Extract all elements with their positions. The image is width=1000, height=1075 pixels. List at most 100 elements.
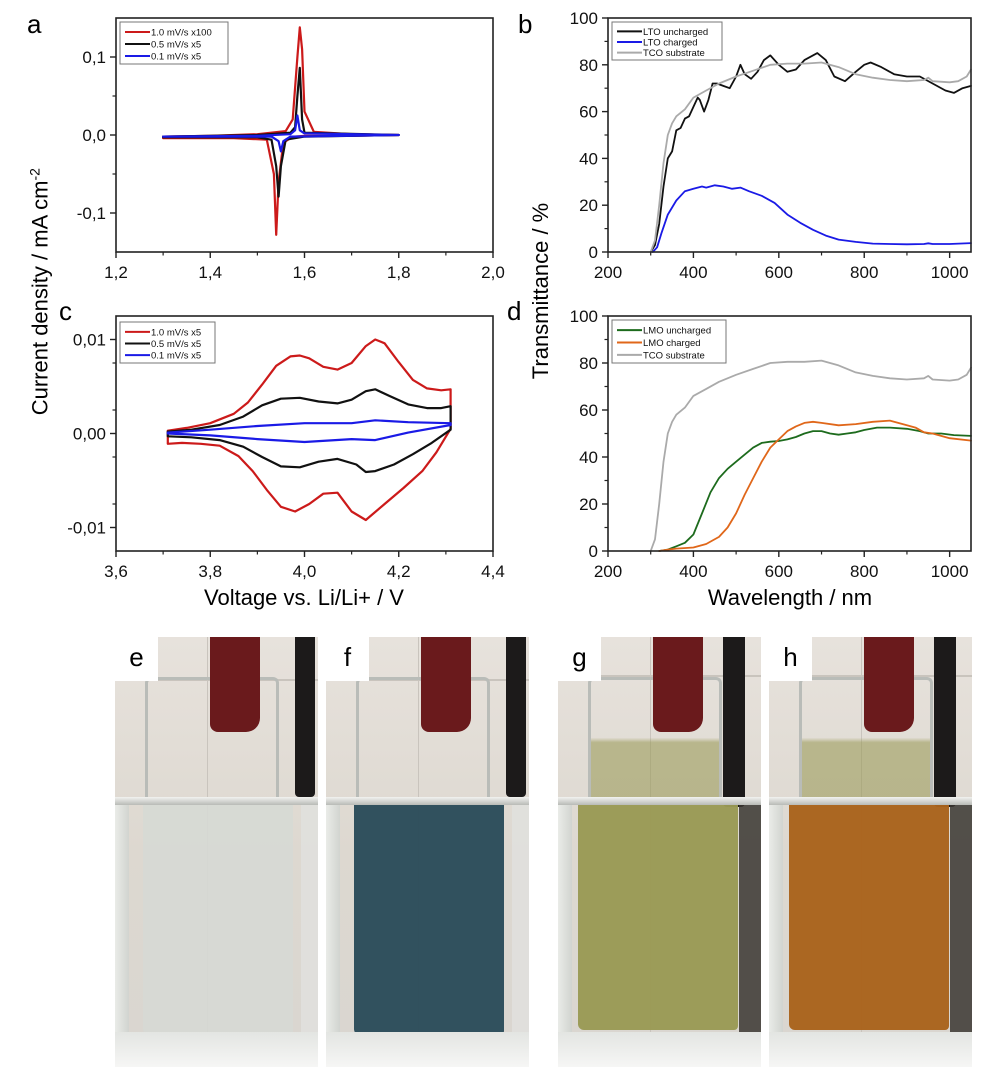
cuvette-bottom <box>769 1032 972 1067</box>
clip-red <box>421 637 471 732</box>
y-tick-label-d: 80 <box>579 354 598 373</box>
x-tick-label-b: 800 <box>850 263 878 282</box>
cuvette-wall-left <box>558 805 572 1067</box>
series-line-c-1 <box>166 388 452 474</box>
y-tick-label-d: 100 <box>570 307 598 326</box>
series-line-a-2 <box>162 114 400 153</box>
cuvette-bottom <box>558 1032 761 1067</box>
clip-black <box>934 637 956 807</box>
x-tick-label-a: 1,2 <box>104 263 128 282</box>
y-tick-label-d: 20 <box>579 495 598 514</box>
clip-red <box>653 637 703 732</box>
x-tick-label-c: 4,0 <box>293 562 317 581</box>
cuvette-wall-left <box>326 805 340 1067</box>
electrochromic-film <box>789 805 949 1030</box>
electrochromic-film <box>143 805 293 1035</box>
cuvette-bottom <box>115 1032 318 1067</box>
x-axis-label-wavelength: Wavelength / nm <box>707 585 873 610</box>
y-tick-label-b: 100 <box>570 9 598 28</box>
photo-label-e: e <box>115 637 158 681</box>
y-tick-label-d: 0 <box>589 542 598 561</box>
clip-red <box>210 637 260 732</box>
clip-red <box>864 637 914 732</box>
y-tick-label-d: 40 <box>579 448 598 467</box>
cuvette-wall-left <box>115 805 129 1067</box>
legend-label-a-1: 0.5 mV/s x5 <box>151 40 201 51</box>
x-tick-label-a: 1,8 <box>387 263 411 282</box>
photo-label-f: f <box>326 637 369 681</box>
cuvette-wall-right <box>301 805 318 1067</box>
legend-label-d-0: LMO uncharged <box>643 326 711 337</box>
legend-label-a-0: 1.0 mV/s x100 <box>151 28 212 39</box>
x-tick-label-d: 600 <box>765 562 793 581</box>
photo-e: e <box>115 637 318 1067</box>
charts-canvas: 1,2 1,4 1,6 1,8 2,0-0,10,00,11.0 mV/s x1000.… <box>67 9 972 581</box>
series-line-c-0 <box>166 338 452 522</box>
y-tick-label-a: -0,1 <box>77 204 106 223</box>
x-tick-label-c: 4,4 <box>481 562 505 581</box>
legend-label-d-2: TCO substrate <box>643 350 705 361</box>
series-line-d-0 <box>658 426 972 552</box>
electrochromic-film <box>354 805 504 1035</box>
x-axis-label-voltage: Voltage vs. Li/Li+ / V <box>204 585 404 610</box>
x-tick-label-d: 400 <box>679 562 707 581</box>
x-tick-label-c: 3,8 <box>198 562 222 581</box>
y-tick-label-b: 20 <box>579 196 598 215</box>
y-tick-label-b: 40 <box>579 149 598 168</box>
y-tick-label-c: 0,01 <box>73 331 106 350</box>
cuvette-wall-left <box>769 805 783 1067</box>
y-tick-label-b: 0 <box>589 243 598 262</box>
cuvette-wall-right <box>950 805 972 1067</box>
x-tick-label-c: 3,6 <box>104 562 128 581</box>
x-tick-label-d: 800 <box>850 562 878 581</box>
series-line-b-0 <box>649 52 972 253</box>
panel-label-a: a <box>27 9 42 39</box>
legend-label-c-2: 0.1 mV/s x5 <box>151 351 201 362</box>
photo-label-h: h <box>769 637 812 681</box>
series-line-c-2 <box>166 419 452 444</box>
series-line-d-1 <box>658 419 972 552</box>
photo-g: g <box>558 637 761 1067</box>
y-tick-label-a: 0,0 <box>82 126 106 145</box>
x-tick-label-a: 1,4 <box>198 263 222 282</box>
clip-black <box>295 637 315 797</box>
series-line-d-2 <box>649 359 972 552</box>
chart-panel-d: 200 400 600 800 1000 0 20 40 60 80 100 LMO uncharge… <box>570 307 972 581</box>
legend-label-c-0: 1.0 mV/s x5 <box>151 327 201 338</box>
x-tick-label-b: 1000 <box>931 263 969 282</box>
x-tick-label-a: 1,6 <box>293 263 317 282</box>
series-line-b-1 <box>651 184 972 253</box>
y-tick-label-b: 80 <box>579 56 598 75</box>
x-tick-label-d: 1000 <box>931 562 969 581</box>
legend-label-d-1: LMO charged <box>643 338 701 349</box>
y-tick-label-a: 0,1 <box>82 48 106 67</box>
photo-h: h <box>769 637 972 1067</box>
legend-label-b-1: LTO charged <box>643 38 698 49</box>
electrochromic-film <box>578 805 738 1030</box>
legend-label-a-2: 0.1 mV/s x5 <box>151 52 201 63</box>
x-tick-label-b: 200 <box>594 263 622 282</box>
panel-label-b: b <box>518 9 533 39</box>
chart-panel-c: 3,6 3,8 4,0 4,2 4,4-0,010,000,01 1.0 mV/s x50… <box>67 315 505 581</box>
clip-black <box>723 637 745 807</box>
panel-label-d: d <box>507 296 522 326</box>
y-tick-label-d: 60 <box>579 401 598 420</box>
x-tick-label-b: 400 <box>679 263 707 282</box>
x-tick-label-c: 4,2 <box>387 562 411 581</box>
legend-label-b-0: LTO uncharged <box>643 27 708 38</box>
cuvette-bottom <box>326 1032 529 1067</box>
cuvette-wall-right <box>512 805 529 1067</box>
clip-black <box>506 637 526 797</box>
cuvette-rim <box>326 797 529 805</box>
legend-label-b-2: TCO substrate <box>643 48 705 59</box>
y-tick-label-b: 60 <box>579 103 598 122</box>
cuvette-rim <box>115 797 318 805</box>
photo-label-g: g <box>558 637 601 681</box>
chart-panel-b: 200 400 600 800 1000 0 20 40 60 80 100 LTO uncharge… <box>570 9 972 282</box>
y-tick-label-c: 0,00 <box>73 425 106 444</box>
photo-f: f <box>326 637 529 1067</box>
series-line-b-2 <box>649 61 972 253</box>
chart-panel-a: 1,2 1,4 1,6 1,8 2,0-0,10,00,11.0 mV/s x1000.… <box>77 17 505 282</box>
cuvette-rim <box>769 797 972 805</box>
panel-label-c: c <box>59 296 72 326</box>
